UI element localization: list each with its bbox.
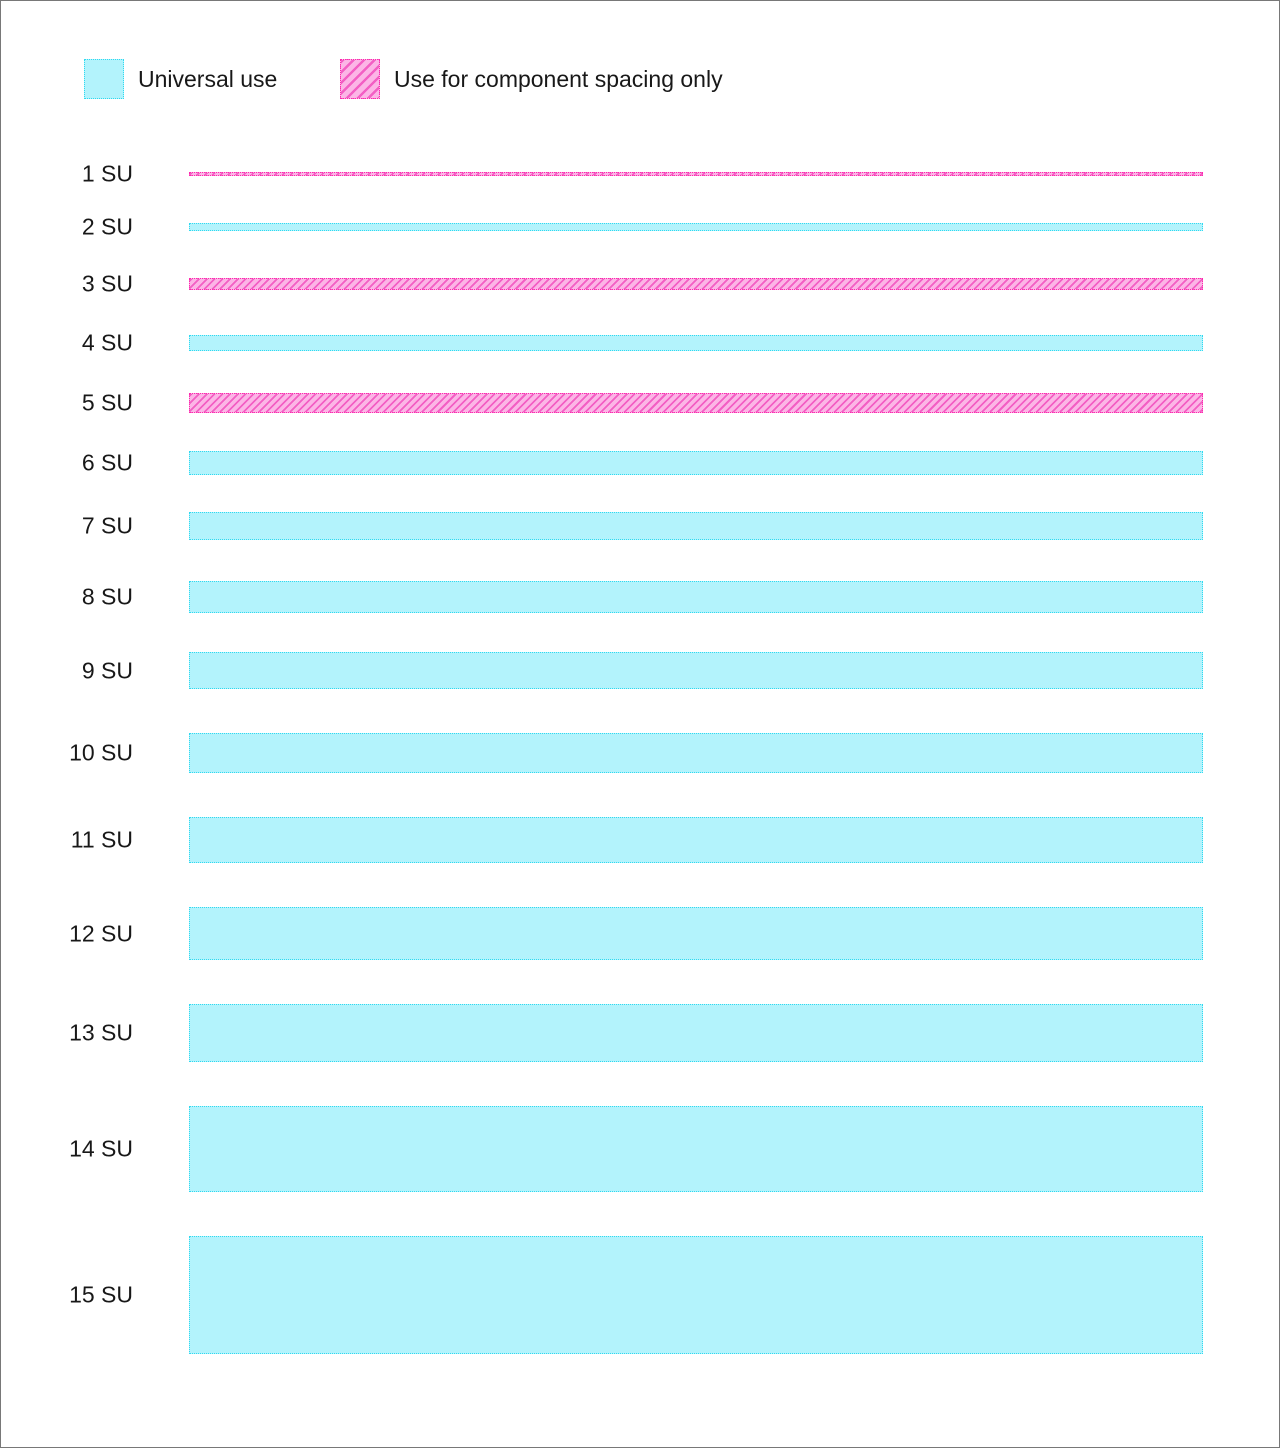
spacing-row-15su: 15 SU <box>1 1236 1279 1354</box>
spacing-row-11su: 11 SU <box>1 817 1279 863</box>
spacing-row-9su: 9 SU <box>1 652 1279 689</box>
row-label: 11 SU <box>70 826 133 853</box>
row-label: 7 SU <box>81 512 133 539</box>
spacing-bar <box>189 335 1203 351</box>
spacing-bar <box>189 278 1203 290</box>
spacing-row-10su: 10 SU <box>1 733 1279 773</box>
universal-swatch-icon <box>84 59 124 99</box>
row-label: 14 SU <box>69 1135 133 1162</box>
spacing-bar <box>189 172 1203 176</box>
spacing-bar <box>189 223 1203 231</box>
spacing-bar <box>189 1236 1203 1354</box>
spacing-bar <box>189 652 1203 689</box>
row-label: 12 SU <box>69 920 133 946</box>
row-label: 3 SU <box>81 270 133 297</box>
spacing-row-14su: 14 SU <box>1 1106 1279 1192</box>
legend-label: Universal use <box>138 65 278 92</box>
row-label: 15 SU <box>69 1281 133 1308</box>
spacing-row-7su: 7 SU <box>1 512 1279 540</box>
spacing-bar <box>189 817 1203 863</box>
spacing-bar <box>189 733 1203 773</box>
spacing-bar <box>189 1106 1203 1192</box>
spacing-row-4su: 4 SU <box>1 330 1279 356</box>
spacing-row-5su: 5 SU <box>1 390 1279 416</box>
legend-item-universal: Universal use <box>84 58 277 100</box>
spacing-row-12su: 12 SU <box>1 907 1279 960</box>
spacing-row-6su: 6 SU <box>1 449 1279 476</box>
spacing-bar <box>189 1004 1203 1062</box>
row-label: 8 SU <box>81 583 133 610</box>
legend-item-component: Use for component spacing only <box>340 58 723 100</box>
row-label: 13 SU <box>69 1019 133 1046</box>
row-label: 6 SU <box>81 449 133 476</box>
spacing-bar <box>189 581 1203 613</box>
spacing-row-8su: 8 SU <box>1 581 1279 613</box>
spacing-row-3su: 3 SU <box>1 271 1279 297</box>
spacing-row-13su: 13 SU <box>1 1004 1279 1062</box>
legend-label: Use for component spacing only <box>394 65 723 92</box>
spacing-bar <box>189 393 1203 413</box>
row-label: 2 SU <box>81 213 133 240</box>
row-label: 1 SU <box>81 160 133 187</box>
row-label: 4 SU <box>81 329 133 356</box>
spacing-bar <box>189 512 1203 540</box>
spacing-bar <box>189 907 1203 960</box>
row-label: 9 SU <box>81 657 133 683</box>
hatched-swatch-icon <box>340 59 380 99</box>
row-label: 10 SU <box>69 739 133 766</box>
row-label: 5 SU <box>81 389 133 416</box>
spacing-bar <box>189 451 1203 475</box>
spacing-row-2su: 2 SU <box>1 214 1279 240</box>
spacing-row-1su: 1 SU <box>1 161 1279 187</box>
